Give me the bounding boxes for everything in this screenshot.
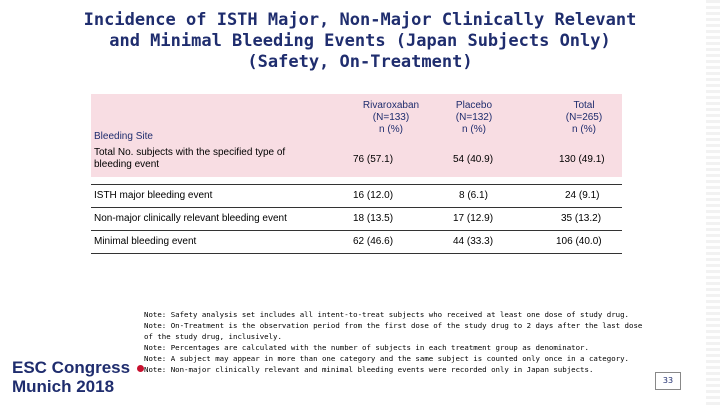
total-row-label: Total No. subjects with the specified ty… — [94, 147, 286, 170]
row-label: ISTH major bleeding event — [94, 190, 213, 201]
row-label: Minimal bleeding event — [94, 236, 197, 247]
note-line: Note: A subject may appear in more than … — [144, 354, 629, 363]
slide-title: Incidence of ISTH Major, Non-Major Clini… — [40, 10, 680, 73]
footnotes: Note: Safety analysis set includes all i… — [144, 309, 664, 375]
column-name: Placebo — [455, 100, 493, 111]
column-header-total: Total (N=265) n (%) — [554, 100, 614, 136]
bleeding-site-label: Bleeding Site — [94, 131, 153, 142]
note-line: of the study drug, inclusively. — [144, 332, 282, 341]
logo-dot-icon — [137, 365, 145, 373]
column-header-placebo: Placebo (N=132) n (%) — [446, 100, 502, 136]
table-row: Non-major clinically relevant bleeding e… — [91, 208, 622, 231]
bleeding-events-table: Rivaroxaban (N=133) n (%) Placebo (N=132… — [91, 94, 622, 254]
table-row: Minimal bleeding event 62 (46.6) 44 (33.… — [91, 231, 622, 254]
row-value-rivaroxaban: 16 (12.0) — [353, 190, 394, 201]
row-value-total: 106 (40.0) — [556, 236, 602, 247]
table-row: ISTH major bleeding event 16 (12.0) 8 (6… — [91, 185, 622, 208]
logo-line-1: ESC Congress — [12, 358, 145, 377]
row-value-placebo: 44 (33.3) — [453, 236, 494, 247]
column-n: (N=132) — [455, 112, 493, 123]
table-header: Rivaroxaban (N=133) n (%) Placebo (N=132… — [91, 94, 622, 177]
row-value-rivaroxaban: 18 (13.5) — [353, 213, 394, 224]
title-line-3: (Safety, On-Treatment) — [247, 52, 473, 72]
row-value-placebo: 17 (12.9) — [453, 213, 494, 224]
table-divider — [91, 177, 622, 185]
column-name: Rivaroxaban — [362, 100, 420, 111]
column-unit: n (%) — [462, 124, 486, 135]
title-line-2: and Minimal Bleeding Events (Japan Subje… — [109, 31, 611, 51]
note-line: Note: Percentages are calculated with th… — [144, 343, 589, 352]
title-line-1: Incidence of ISTH Major, Non-Major Clini… — [83, 10, 637, 30]
column-n: (N=265) — [565, 112, 603, 123]
total-row-placebo: 54 (40.9) — [453, 154, 494, 165]
slide-edge-decoration — [706, 0, 720, 405]
page-number: 33 — [655, 372, 681, 390]
logo-text-1: ESC Congress — [12, 358, 131, 377]
row-value-placebo: 8 (6.1) — [459, 190, 488, 201]
column-name: Total — [573, 100, 595, 111]
row-label: Non-major clinically relevant bleeding e… — [94, 213, 287, 224]
column-unit: n (%) — [379, 124, 403, 135]
column-unit: n (%) — [572, 124, 596, 135]
total-row-rivaroxaban: 76 (57.1) — [353, 154, 394, 165]
column-n: (N=133) — [372, 112, 410, 123]
logo-line-2: Munich 2018 — [12, 377, 115, 396]
row-value-total: 35 (13.2) — [561, 213, 602, 224]
note-line: Note: Non-major clinically relevant and … — [144, 365, 594, 374]
note-line: Note: On-Treatment is the observation pe… — [144, 321, 643, 330]
row-value-total: 24 (9.1) — [565, 190, 600, 201]
row-value-rivaroxaban: 62 (46.6) — [353, 236, 394, 247]
column-header-rivaroxaban: Rivaroxaban (N=133) n (%) — [353, 100, 429, 136]
esc-congress-logo: ESC Congress Munich 2018 — [12, 358, 145, 396]
note-line: Note: Safety analysis set includes all i… — [144, 310, 629, 319]
total-row-total: 130 (49.1) — [559, 154, 605, 165]
